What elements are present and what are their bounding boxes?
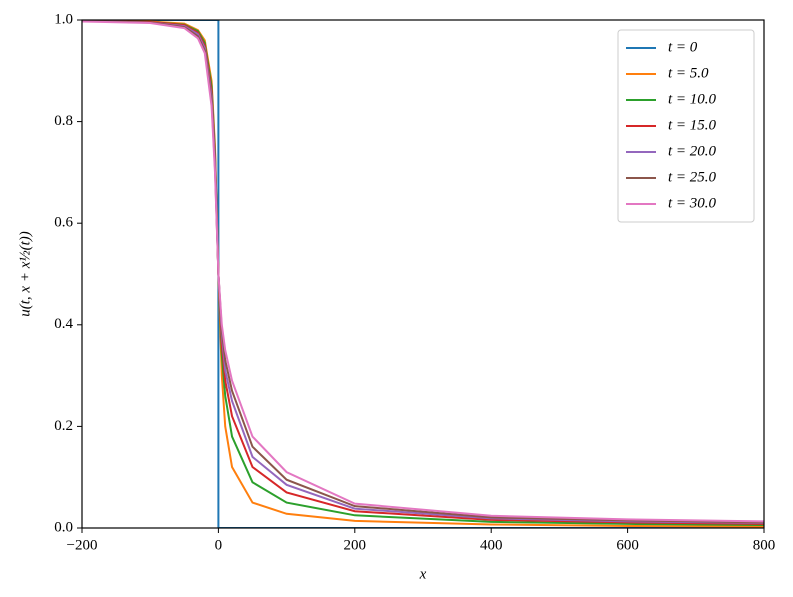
x-tick-label: 400 [480,537,503,553]
y-tick-label: 0.4 [54,316,73,332]
legend-label: t = 30.0 [668,195,717,211]
legend-label: t = 5.0 [668,65,709,81]
legend-label: t = 15.0 [668,117,717,133]
y-tick-label: 1.0 [54,11,73,27]
x-tick-label: −200 [67,537,98,553]
legend-label: t = 10.0 [668,91,717,107]
y-tick-label: 0.8 [54,113,73,129]
x-tick-label: 0 [215,537,223,553]
y-tick-label: 0.6 [54,215,73,231]
legend-label: t = 0 [668,39,698,55]
x-axis-label: x [419,566,427,582]
legend-box [617,29,755,223]
y-tick-label: 0.0 [54,519,73,535]
y-axis-label: u(t, x + x½(t)) [17,231,33,317]
legend-label: t = 25.0 [668,169,717,185]
series-line [82,20,764,523]
x-tick-label: 200 [344,537,367,553]
x-tick-label: 600 [616,537,639,553]
y-tick-label: 0.2 [54,418,73,434]
x-tick-label: 800 [753,537,776,553]
legend-label: t = 20.0 [668,143,717,159]
plot-frame [81,19,765,529]
